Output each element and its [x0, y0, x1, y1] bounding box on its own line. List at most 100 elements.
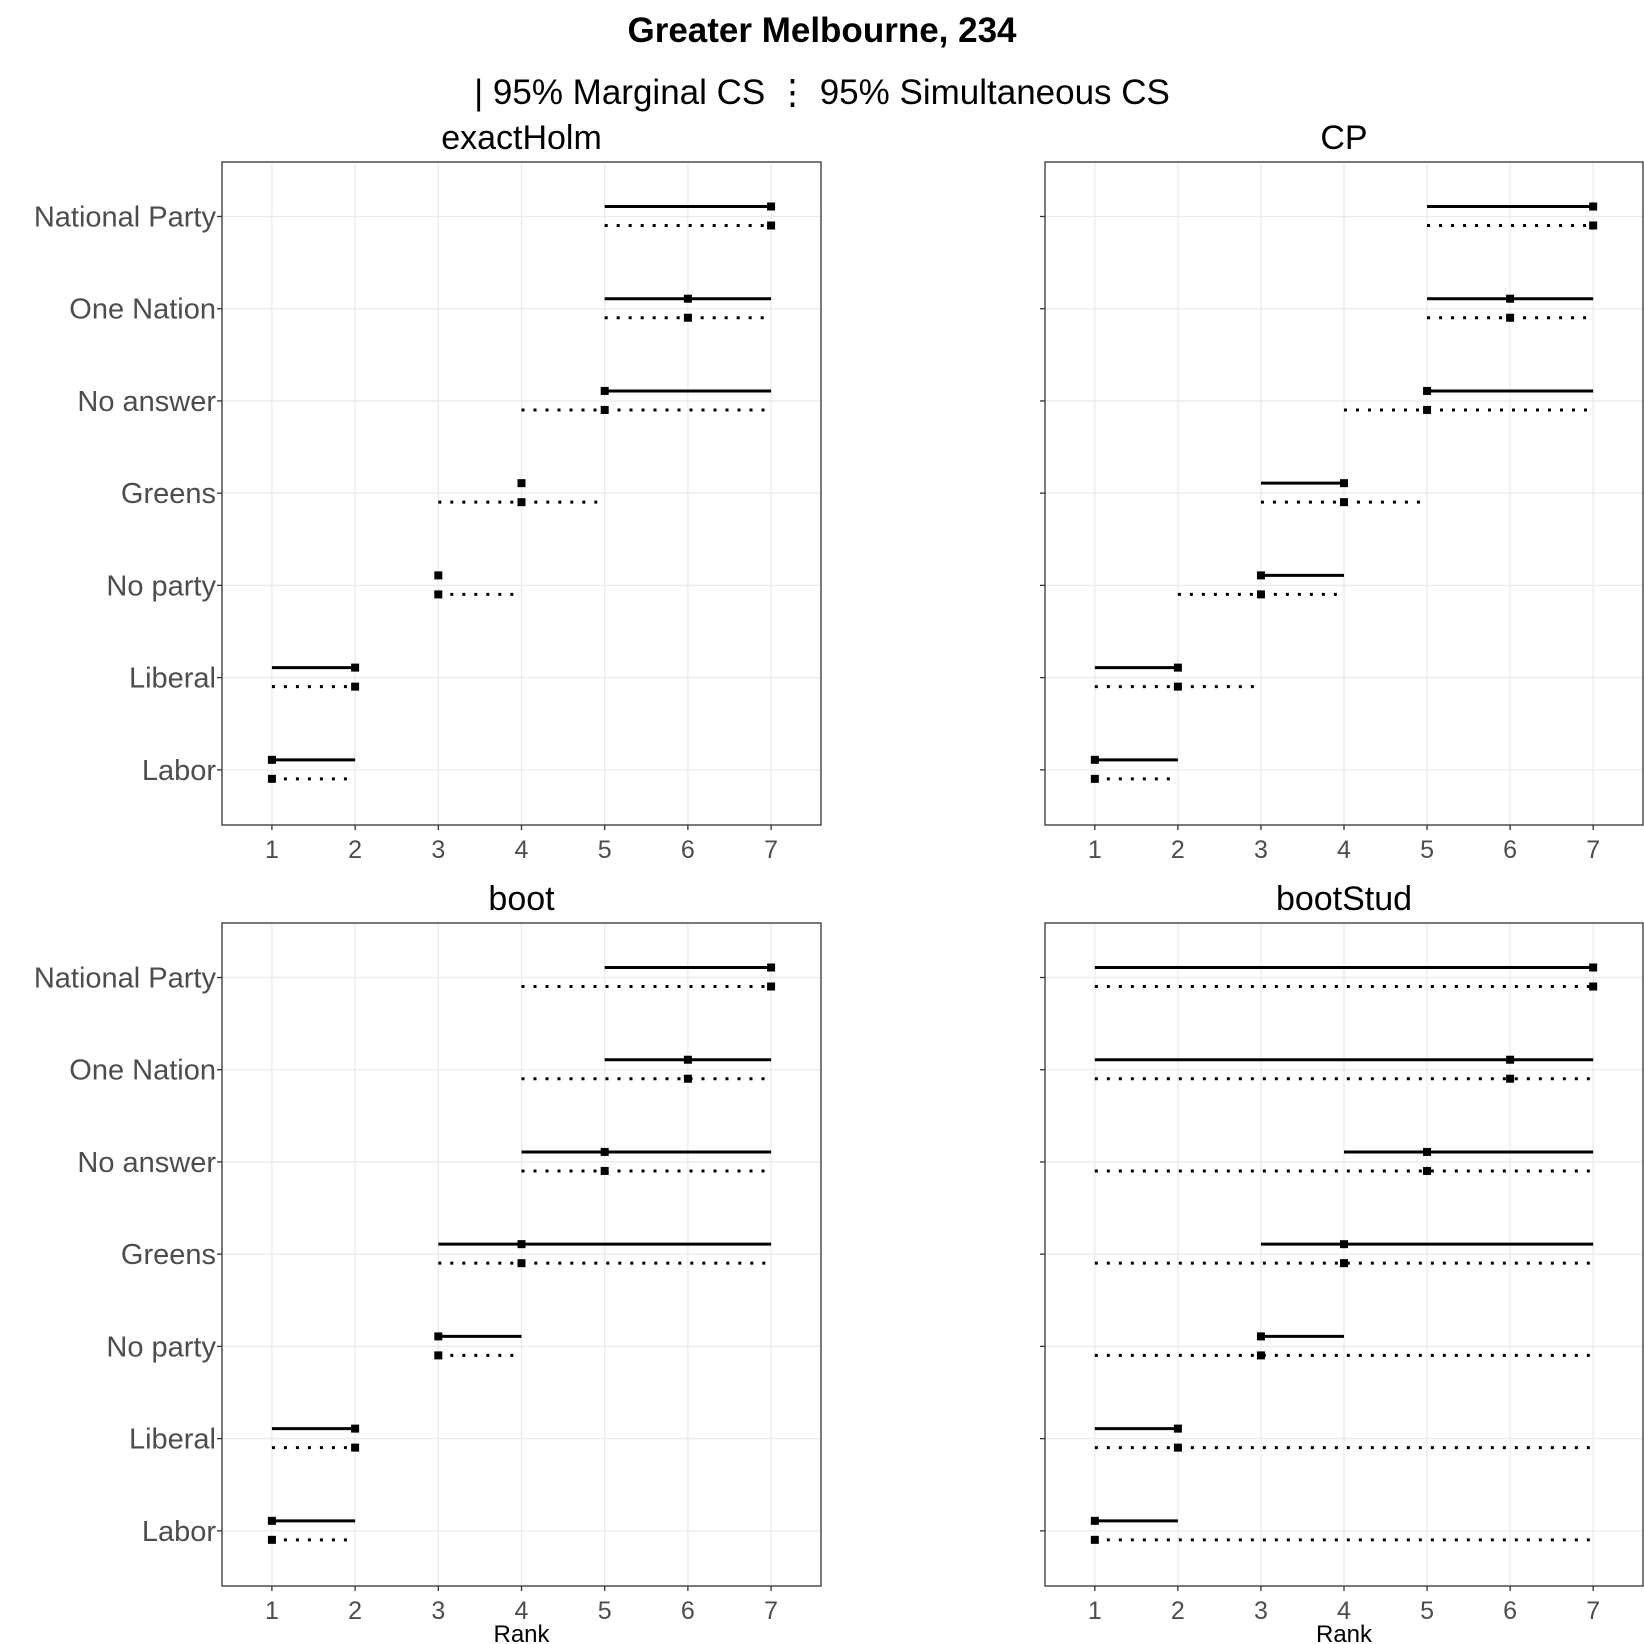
interval-liberal — [271, 663, 360, 691]
marginal-point — [683, 294, 692, 303]
marginal-point — [1589, 202, 1598, 211]
marginal-point — [600, 1147, 609, 1156]
x-tick-label: 1 — [265, 836, 279, 864]
interval-one-nation — [1427, 294, 1594, 322]
marginal-point — [1506, 1055, 1515, 1064]
interval-greens — [1260, 479, 1428, 507]
marginal-point — [1256, 1332, 1265, 1341]
interval-no-answer — [521, 1147, 772, 1175]
simultaneous-point — [351, 682, 360, 691]
marginal-point — [351, 663, 360, 672]
simultaneous-point — [1423, 405, 1432, 414]
interval-one-nation — [521, 1055, 772, 1083]
marginal-point — [434, 571, 443, 580]
y-tick-label: Greens — [121, 1239, 216, 1271]
simultaneous-point — [267, 1535, 276, 1544]
marginal-point — [1340, 1240, 1348, 1249]
simultaneous-point — [1090, 1535, 1099, 1544]
simultaneous-point — [267, 774, 276, 783]
interval-greens — [438, 479, 605, 507]
panel-title: CP — [1320, 119, 1367, 157]
y-tick-label: No answer — [77, 1147, 216, 1179]
simultaneous-point — [517, 498, 526, 507]
simultaneous-point — [1589, 982, 1598, 991]
simultaneous-point — [1506, 313, 1515, 322]
y-tick-label: Labor — [142, 1516, 217, 1548]
x-tick-label: 2 — [1171, 1597, 1185, 1625]
x-tick-label: 6 — [1503, 836, 1517, 864]
simultaneous-point — [1340, 1259, 1348, 1268]
interval-greens — [1094, 1240, 1594, 1268]
panel-title: exactHolm — [441, 119, 602, 157]
x-tick-label: 4 — [1337, 836, 1351, 864]
x-tick-label: 7 — [764, 836, 778, 864]
interval-greens — [438, 1240, 772, 1268]
simultaneous-point — [600, 405, 609, 414]
x-tick-label: 5 — [598, 1597, 612, 1625]
interval-liberal — [1094, 1424, 1594, 1452]
simultaneous-point — [683, 313, 692, 322]
x-axis-label: Rank — [1316, 1621, 1373, 1644]
marginal-point — [434, 1332, 443, 1341]
marginal-point — [267, 755, 276, 764]
interval-national-party — [1094, 963, 1598, 991]
marginal-point — [1256, 571, 1265, 580]
x-tick-label: 6 — [681, 836, 695, 864]
x-tick-label: 4 — [515, 1597, 529, 1625]
simultaneous-point — [683, 1074, 692, 1083]
legend-simultaneous-glyph: ⋮ — [775, 73, 810, 112]
x-tick-label: 3 — [431, 836, 445, 864]
interval-national-party — [604, 202, 776, 230]
panel-title: boot — [488, 880, 555, 918]
marginal-point — [1589, 963, 1598, 972]
simultaneous-point — [1340, 498, 1348, 507]
interval-labor — [267, 755, 356, 783]
simultaneous-point — [1589, 221, 1598, 230]
marginal-point — [517, 1240, 526, 1249]
marginal-point — [1090, 755, 1099, 764]
marginal-point — [517, 479, 526, 488]
x-tick-label: 6 — [681, 1597, 695, 1625]
panel-bootstud: bootStud 1 2 3 4 5 6 7 Rank — [1040, 880, 1644, 1644]
x-tick-label: 7 — [764, 1597, 778, 1625]
marginal-point — [1423, 386, 1432, 395]
simultaneous-point — [1506, 1074, 1515, 1083]
marginal-point — [267, 1516, 276, 1525]
x-tick-label: 7 — [1586, 836, 1600, 864]
y-tick-label: No party — [106, 1331, 216, 1363]
interval-one-nation — [604, 294, 772, 322]
simultaneous-point — [434, 1351, 443, 1360]
x-tick-label: 1 — [265, 1597, 279, 1625]
interval-labor — [267, 1516, 356, 1544]
x-tick-label: 6 — [1503, 1597, 1517, 1625]
simultaneous-point — [1256, 1351, 1265, 1360]
x-tick-label: 2 — [1171, 836, 1185, 864]
y-tick-label: National Party — [34, 201, 217, 233]
marginal-point — [767, 202, 776, 211]
y-tick-label: No answer — [77, 386, 216, 418]
x-tick-label: 5 — [1420, 1597, 1434, 1625]
simultaneous-point — [600, 1166, 609, 1175]
y-tick-label: No party — [106, 570, 216, 602]
interval-no-party — [1094, 1332, 1594, 1360]
interval-national-party — [521, 963, 776, 991]
marginal-point — [1340, 479, 1348, 488]
x-tick-label: 3 — [431, 1597, 445, 1625]
interval-labor — [1090, 1516, 1594, 1544]
interval-liberal — [1094, 663, 1261, 691]
y-tick-label: One Nation — [69, 294, 216, 326]
y-tick-label: Liberal — [129, 1424, 216, 1456]
simultaneous-point — [351, 1443, 360, 1452]
marginal-point — [1173, 663, 1182, 672]
interval-one-nation — [1094, 1055, 1594, 1083]
marginal-point — [1173, 1424, 1182, 1433]
marginal-point — [351, 1424, 360, 1433]
panel-title: bootStud — [1276, 880, 1412, 918]
x-tick-label: 7 — [1586, 1597, 1600, 1625]
x-tick-label: 3 — [1254, 1597, 1268, 1625]
interval-no-party — [434, 571, 522, 599]
interval-no-answer — [1094, 1147, 1594, 1175]
x-tick-label: 2 — [348, 1597, 362, 1625]
simultaneous-point — [517, 1259, 526, 1268]
